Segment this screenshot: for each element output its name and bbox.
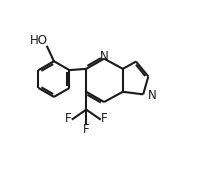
- Text: F: F: [64, 112, 71, 125]
- Text: N: N: [100, 50, 109, 63]
- Text: N: N: [148, 89, 157, 102]
- Text: F: F: [83, 123, 90, 136]
- Text: F: F: [101, 112, 108, 125]
- Text: HO: HO: [30, 34, 48, 47]
